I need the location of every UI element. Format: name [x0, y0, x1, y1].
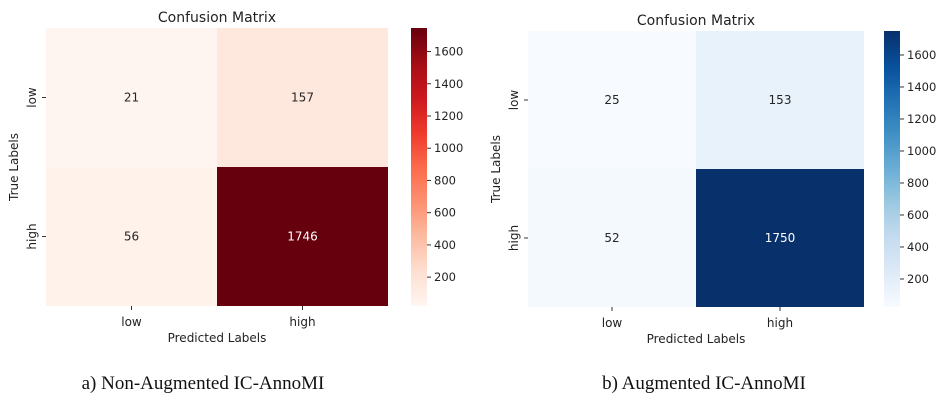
- y-tick-label: low: [507, 90, 521, 111]
- y-tick-label: high: [507, 225, 521, 251]
- chart-title: Confusion Matrix: [637, 13, 755, 29]
- heatmap-cell: [46, 28, 217, 167]
- x-tick-label: high: [767, 316, 793, 330]
- heatmap-cell: [528, 31, 696, 169]
- colorbar-tick-label: 600: [434, 206, 456, 220]
- cell-value-label: 1746: [287, 230, 318, 244]
- colorbar-tick-label: 1400: [434, 77, 463, 91]
- heatmap-cell: [46, 167, 217, 306]
- y-tick-label: low: [25, 87, 39, 108]
- cell-value-label: 157: [291, 91, 314, 105]
- colorbar-tick-label: 1600: [434, 45, 463, 59]
- figure-caption: a) Non-Augmented IC-AnnoMI: [82, 373, 325, 394]
- cell-value-label: 153: [769, 93, 792, 107]
- colorbar-tick-label: 200: [434, 270, 456, 284]
- chart-title: Confusion Matrix: [158, 10, 276, 26]
- colorbar-tick-label: 600: [907, 208, 929, 222]
- cell-value-label: 21: [124, 91, 139, 105]
- colorbar-tick-label: 1400: [907, 80, 936, 94]
- x-tick-label: low: [602, 316, 623, 330]
- y-axis-label: True Labels: [489, 135, 503, 204]
- colorbar: [411, 28, 427, 306]
- x-tick-label: low: [121, 315, 142, 329]
- heatmap-cell: [696, 31, 864, 169]
- confusion-matrix-panel-b: Confusion Matrix 25 153 52 1750 low high Predic…: [489, 13, 936, 394]
- cell-value-label: 56: [124, 230, 139, 244]
- figure-caption: b) Augmented IC-AnnoMI: [602, 373, 806, 394]
- x-axis-label: Predicted Labels: [168, 331, 267, 345]
- colorbar-tick-label: 1000: [907, 144, 936, 158]
- y-tick-label: high: [25, 223, 39, 249]
- colorbar-tick-label: 400: [907, 240, 929, 254]
- colorbar-tick-label: 400: [434, 238, 456, 252]
- colorbar-tick-label: 800: [907, 176, 929, 190]
- colorbar-tick-label: 200: [907, 272, 929, 286]
- x-axis-label: Predicted Labels: [647, 332, 746, 346]
- colorbar-tick-label: 1600: [907, 48, 936, 62]
- y-axis-label: True Labels: [7, 133, 21, 202]
- colorbar-tick-label: 800: [434, 173, 456, 187]
- heatmap-cell: [217, 167, 388, 306]
- colorbar-tick-label: 1200: [434, 109, 463, 123]
- colorbar-tick-label: 1200: [907, 112, 936, 126]
- heatmap-cell: [696, 169, 864, 307]
- cell-value-label: 52: [604, 231, 619, 245]
- heatmap-cell: [528, 169, 696, 307]
- colorbar: [884, 31, 900, 307]
- colorbar-tick-label: 1000: [434, 141, 463, 155]
- x-tick-label: high: [289, 315, 315, 329]
- cell-value-label: 25: [604, 93, 619, 107]
- heatmap-cell: [217, 28, 388, 167]
- cell-value-label: 1750: [765, 231, 796, 245]
- confusion-matrix-panel-a: Confusion Matrix 21 157 56 1746 low high Predic…: [7, 10, 463, 394]
